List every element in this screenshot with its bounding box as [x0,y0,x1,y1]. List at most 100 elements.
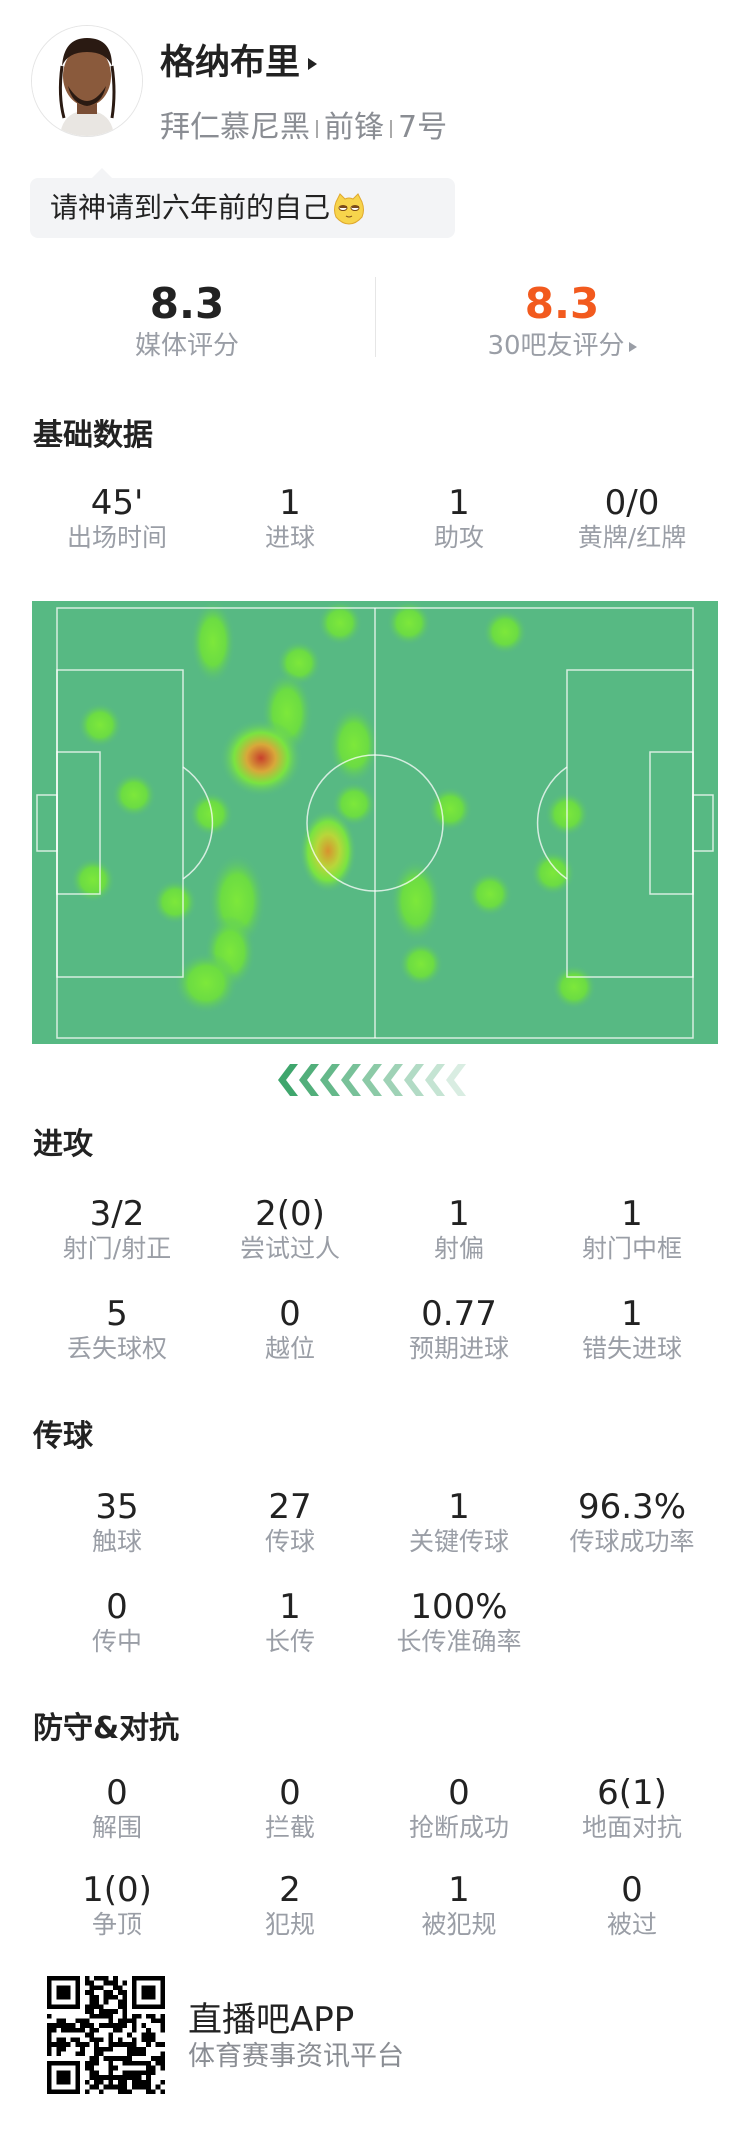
stat-label: 被犯规 [421,1910,497,1939]
stat-label: 触球 [91,1527,142,1556]
heat-spot [482,609,528,655]
stat-value: 0 [279,1773,301,1813]
stat-value: 1 [279,1587,301,1627]
stat-item: 0/0 黄牌/红牌 [542,483,722,553]
stat-value: 3/2 [89,1194,145,1234]
heat-spot [299,809,357,893]
section-title: 传球 [33,1419,93,1454]
heat-spot [190,601,236,684]
stat-item: 35 触球 [27,1487,207,1557]
stat-value: 0.77 [421,1294,497,1334]
stat-item: 1 助攻 [369,483,549,553]
heat-spot [174,952,238,1014]
stat-value: 6(1) [597,1773,667,1813]
stat-value: 1 [621,1194,643,1234]
stat-label: 助攻 [433,523,484,552]
right-penalty-arc [536,766,568,880]
fans-rating[interactable]: 8.3 30吧友评分 [412,279,712,363]
stat-item: 0 被过 [542,1870,722,1940]
stat-label: 预期进球 [408,1334,509,1363]
qr-code[interactable] [45,1976,167,2094]
fans-rating-value: 8.3 [524,279,600,328]
stat-item: 100% 长传准确率 [369,1587,549,1657]
rating-divider [375,277,376,357]
heat-spot [317,601,363,646]
chevron-left-icon [383,1064,403,1096]
player-number: 7号 [398,110,448,145]
stat-item: 3/2 射门/射正 [27,1194,207,1264]
left-goal [36,794,58,852]
stat-item: 1 错失进球 [542,1294,722,1364]
player-photo [32,26,142,136]
brand-name: 直播吧APP [188,2000,355,2040]
stat-value: 5 [106,1294,128,1334]
section-title: 基础数据 [33,418,153,453]
stat-label: 尝试过人 [239,1234,340,1263]
stat-label: 传中 [91,1627,142,1656]
stat-value: 2(0) [255,1194,325,1234]
brand-tagline: 体育赛事资讯平台 [188,2041,404,2072]
stat-value: 100% [410,1587,508,1627]
heat-spot [390,859,442,943]
stat-label: 长传准确率 [396,1627,522,1656]
stat-value: 1(0) [82,1870,152,1910]
stat-label: 解围 [91,1813,142,1842]
heat-spot [70,857,116,903]
stat-item: 45' 出场时间 [27,483,207,553]
stat-value: 0 [106,1587,128,1627]
stat-item: 1 进球 [200,483,380,553]
stat-item: 2 犯规 [200,1870,380,1940]
stat-value: 27 [268,1487,312,1527]
stat-item: 0 传中 [27,1587,207,1657]
stat-item: 1(0) 争顶 [27,1870,207,1940]
stat-label: 传球 [264,1527,315,1556]
stat-value: 1 [448,1194,470,1234]
stat-value: 0 [621,1870,643,1910]
stat-value: 0 [448,1773,470,1813]
separator [316,119,318,138]
stat-label: 关键传球 [408,1527,509,1556]
heat-spot [219,718,303,798]
cat-emoji-icon [334,193,365,225]
stat-item: 0 抢断成功 [369,1773,549,1843]
chevron-left-icon [362,1064,382,1096]
stat-value: 35 [95,1487,139,1527]
heat-spot [77,702,123,748]
chevron-left-icon [446,1064,466,1096]
stat-label: 射门中框 [581,1234,682,1263]
separator [390,119,392,138]
fans-rating-label: 30吧友评分 [487,331,625,361]
chevron-left-icon [404,1064,424,1096]
stat-label: 射偏 [433,1234,484,1263]
stat-item: 0 越位 [200,1294,380,1364]
section-title: 进攻 [33,1127,93,1162]
stat-label: 射门/射正 [62,1234,172,1263]
stat-item: 27 传球 [200,1487,380,1557]
chevron-left-icon [320,1064,340,1096]
stat-label: 黄牌/红牌 [577,523,687,552]
player-name: 格纳布里 [160,43,301,83]
stat-value: 0 [106,1773,128,1813]
player-name-link[interactable]: 格纳布里 [160,40,318,86]
stat-value: 1 [621,1294,643,1334]
stat-item: 0.77 预期进球 [369,1294,549,1364]
heat-spot [386,601,432,646]
section-title: 防守&对抗 [33,1711,180,1746]
stat-item: 96.3% 传球成功率 [542,1487,722,1557]
stat-item: 2(0) 尝试过人 [200,1194,380,1264]
caret-right-icon [308,58,318,70]
chevron-left-icon [299,1064,319,1096]
team-name: 拜仁慕尼黑 [160,110,310,145]
comment-bubble: 请神请到六年前的自己 [30,168,455,238]
heat-spot [530,850,576,896]
heat-spot [551,964,597,1010]
stat-item: 0 解围 [27,1773,207,1843]
stat-value: 2 [279,1870,301,1910]
right-goal [692,794,714,852]
heat-spot [427,786,473,832]
player-avatar[interactable] [31,25,143,137]
heat-spot [398,941,444,987]
stat-label: 进球 [264,523,315,552]
stat-label: 越位 [264,1334,315,1363]
chevron-left-icon [425,1064,445,1096]
